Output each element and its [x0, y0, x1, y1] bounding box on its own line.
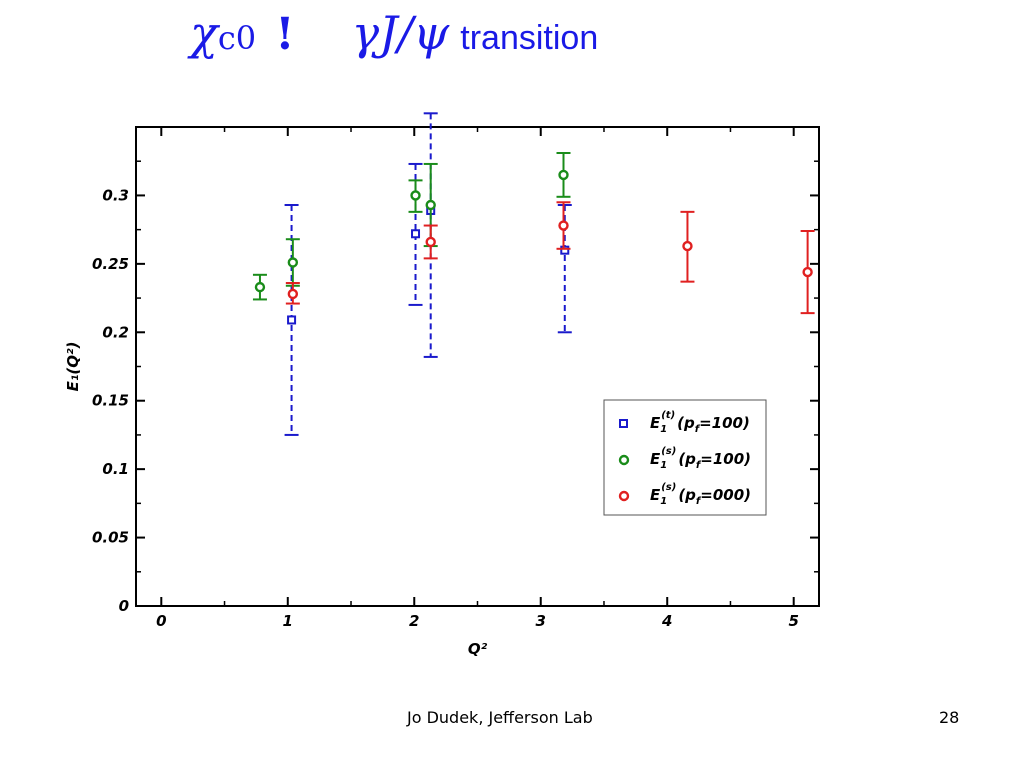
y-tick-label: 0.3 — [102, 186, 129, 204]
legend-marker-circle — [618, 490, 630, 502]
legend-label-arg: (p — [678, 450, 696, 468]
legend-label-base: E — [650, 450, 661, 468]
x-tick-label: 5 — [788, 612, 798, 630]
y-tick-label: 0.15 — [92, 392, 129, 410]
y-tick-label: 0.25 — [92, 255, 129, 273]
data-point-circle — [410, 190, 421, 201]
title-chi-symbol: χ — [190, 6, 218, 60]
legend-label-arg-rest: =000) — [700, 486, 751, 504]
title-word: transition — [460, 19, 599, 57]
title-arrow-glyph: ! — [275, 9, 295, 60]
legend-label-sub: 1 — [660, 460, 667, 471]
legend-box — [603, 399, 767, 516]
slide-title: χc0 ! γJ/ψ transition — [190, 6, 830, 76]
data-point-circle — [287, 288, 299, 300]
data-point-circle — [802, 266, 813, 278]
page-number: 28 — [939, 708, 960, 727]
plot-area: 0 1 2 3 4 500.050.10.150.20.250.3Q²E₁(Q²)E1(t… — [64, 112, 820, 658]
legend-label: E1 (s) (pf=100) — [650, 446, 751, 471]
data-point-circle — [682, 240, 693, 252]
legend-marker-square — [619, 419, 628, 428]
y-tick-label: 0 — [119, 597, 129, 615]
legend-label-base: E — [650, 486, 661, 504]
legend-label-arg-sub: f — [696, 460, 702, 471]
legend-label-arg-rest: =100) — [700, 450, 751, 468]
data-point-circle — [425, 236, 436, 248]
data-point-circle — [287, 257, 299, 268]
y-tick-label: 0.05 — [92, 529, 129, 547]
x-tick-label: 0 — [156, 612, 166, 630]
plot-frame — [135, 126, 820, 607]
legend: E1(t) (pf=100)E1(s) (pf=100)E1(s) (pf=000) — [603, 399, 767, 516]
legend-item: E1 (s) (pf=100) — [618, 446, 751, 471]
data-point-circle — [558, 220, 569, 231]
legend-label-sup: (s) — [661, 446, 676, 457]
x-tick-label: 2 — [409, 612, 419, 630]
x-tick-label: 3 — [536, 612, 546, 630]
title-final-state: γJ/ψ — [351, 6, 450, 60]
x-tick-label: 1 — [283, 612, 293, 630]
footer-author: Jo Dudek, Jefferson Lab — [407, 708, 593, 727]
legend-label: E1 (t) (pf=100) — [650, 410, 750, 435]
data-point-circle — [254, 281, 266, 293]
data-point-square — [411, 229, 421, 239]
legend-marker-circle — [618, 454, 630, 466]
data-point-circle — [558, 169, 569, 181]
legend-label-sub: 1 — [660, 496, 667, 507]
legend-label-sup: (t) — [661, 410, 675, 421]
data-point-square — [560, 245, 570, 255]
legend-item: E1 (t) (pf=100) — [619, 410, 750, 435]
x-tick-label: 4 — [661, 612, 672, 630]
legend-label-sub: 1 — [660, 424, 667, 435]
x-axis-label: Q² — [468, 640, 488, 658]
legend-label-arg: (p — [677, 414, 695, 432]
y-tick-label: 0.2 — [102, 323, 129, 341]
y-axis-label: E₁(Q²) — [64, 342, 82, 392]
data-point-circle — [425, 199, 436, 211]
legend-label-arg-rest: =100) — [699, 414, 750, 432]
data-point-square — [287, 315, 297, 325]
y-tick-label: 0.1 — [102, 460, 129, 478]
legend-label-arg: (p — [678, 486, 696, 504]
legend-label-arg-sub: f — [695, 424, 701, 435]
legend-item: E1 (s) (pf=000) — [618, 482, 751, 507]
legend-label-base: E — [650, 414, 661, 432]
legend-label: E1 (s) (pf=000) — [650, 482, 751, 507]
legend-label-arg-sub: f — [696, 496, 702, 507]
legend-label-sup: (s) — [661, 482, 676, 493]
title-chi-subscript: c0 — [217, 19, 257, 57]
